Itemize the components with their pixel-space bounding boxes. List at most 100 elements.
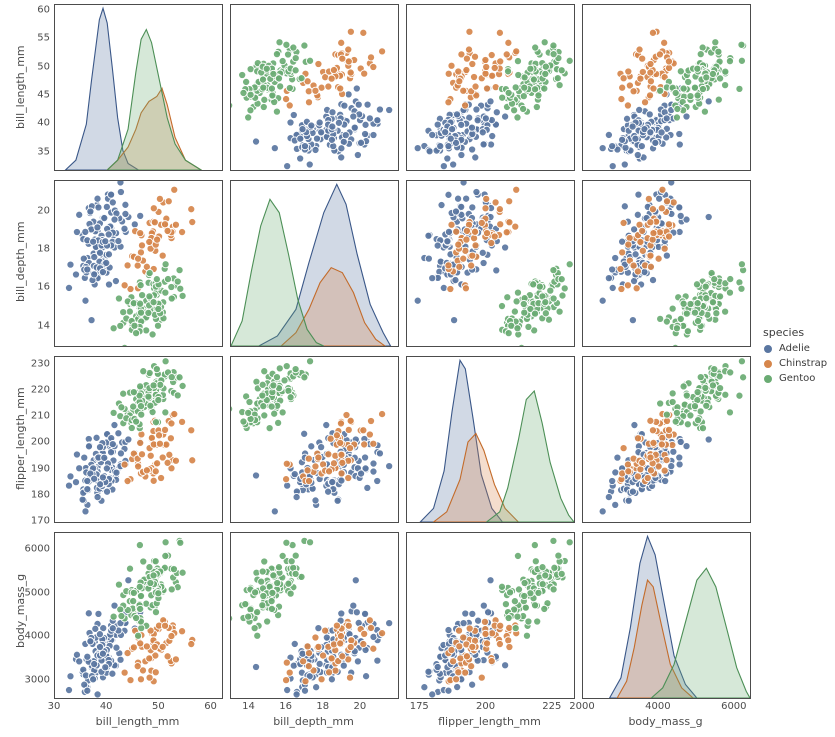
xlabel-flipper_length_mm: flipper_length_mm <box>438 715 541 728</box>
point-chinstrap <box>361 70 368 77</box>
point-adelie <box>65 686 72 693</box>
point-adelie <box>96 249 103 256</box>
point-adelie <box>647 129 654 136</box>
point-gentoo <box>717 75 724 82</box>
point-gentoo <box>566 57 573 64</box>
point-gentoo <box>738 57 745 64</box>
xtick-label: 20 <box>354 701 367 712</box>
point-gentoo <box>687 93 694 100</box>
point-chinstrap <box>492 199 499 206</box>
point-adelie <box>101 214 108 221</box>
kde-gentoo <box>107 30 201 170</box>
point-adelie <box>79 496 86 503</box>
point-gentoo <box>727 369 734 376</box>
point-gentoo <box>558 570 565 577</box>
point-gentoo <box>672 418 679 425</box>
point-chinstrap <box>659 434 666 441</box>
point-adelie <box>109 625 116 632</box>
point-adelie <box>370 460 377 467</box>
point-adelie <box>290 111 297 118</box>
point-chinstrap <box>143 467 150 474</box>
point-adelie <box>131 221 138 228</box>
point-chinstrap <box>337 640 344 647</box>
point-chinstrap <box>328 75 335 82</box>
point-adelie <box>652 139 659 146</box>
point-adelie <box>318 444 325 451</box>
point-adelie <box>95 204 102 211</box>
point-chinstrap <box>172 656 179 663</box>
point-adelie <box>434 121 441 128</box>
point-gentoo <box>259 392 266 399</box>
point-gentoo <box>703 402 710 409</box>
panel-2-2 <box>406 356 575 523</box>
point-chinstrap <box>483 63 490 70</box>
point-chinstrap <box>124 477 131 484</box>
point-chinstrap <box>167 435 174 442</box>
point-chinstrap <box>460 255 467 262</box>
point-gentoo <box>694 317 701 324</box>
point-gentoo <box>137 592 144 599</box>
point-adelie <box>350 113 357 120</box>
xlabel-bill_depth_mm: bill_depth_mm <box>273 715 354 728</box>
point-chinstrap <box>620 75 627 82</box>
point-adelie <box>646 111 653 118</box>
point-chinstrap <box>360 640 367 647</box>
point-chinstrap <box>489 72 496 79</box>
point-gentoo <box>154 322 161 329</box>
point-gentoo <box>117 606 124 613</box>
point-chinstrap <box>469 643 476 650</box>
point-gentoo <box>306 57 313 64</box>
point-adelie <box>301 143 308 150</box>
point-adelie <box>325 488 332 495</box>
point-chinstrap <box>378 410 385 417</box>
point-adelie <box>677 438 684 445</box>
point-adelie <box>634 151 641 158</box>
point-chinstrap <box>315 643 322 650</box>
point-chinstrap <box>345 426 352 433</box>
point-gentoo <box>137 309 144 316</box>
legend-swatch-icon <box>763 359 773 369</box>
point-gentoo <box>270 70 277 77</box>
point-adelie <box>73 228 80 235</box>
point-adelie <box>482 115 489 122</box>
point-gentoo <box>155 305 162 312</box>
point-gentoo <box>512 84 519 91</box>
point-chinstrap <box>304 643 311 650</box>
scatter-plot <box>583 181 750 346</box>
point-gentoo <box>680 300 687 307</box>
point-adelie <box>353 609 360 616</box>
point-adelie <box>364 484 371 491</box>
point-adelie <box>352 577 359 584</box>
point-adelie <box>676 454 683 461</box>
xtick-label: 18 <box>316 701 329 712</box>
point-adelie <box>84 266 91 273</box>
point-chinstrap <box>483 229 490 236</box>
point-chinstrap <box>489 630 496 637</box>
ytick-label: 210 <box>31 411 50 422</box>
point-adelie <box>609 284 616 291</box>
point-adelie <box>117 656 124 663</box>
point-gentoo <box>247 107 254 114</box>
point-adelie <box>460 620 467 627</box>
point-adelie <box>487 141 494 148</box>
point-chinstrap <box>649 29 656 36</box>
point-adelie <box>301 430 308 437</box>
point-gentoo <box>273 108 280 115</box>
point-chinstrap <box>370 63 377 70</box>
ytick-label: 35 <box>37 146 50 157</box>
point-chinstrap <box>188 640 195 647</box>
point-adelie <box>109 670 116 677</box>
point-gentoo <box>287 590 294 597</box>
point-gentoo <box>550 586 557 593</box>
point-adelie <box>87 208 94 215</box>
point-adelie <box>329 123 336 130</box>
point-gentoo <box>150 572 157 579</box>
ytick-label: 40 <box>37 118 50 129</box>
point-gentoo <box>709 382 716 389</box>
point-chinstrap <box>470 73 477 80</box>
point-gentoo <box>292 55 299 62</box>
point-gentoo <box>499 94 506 101</box>
point-gentoo <box>514 325 521 332</box>
point-gentoo <box>558 276 565 283</box>
point-chinstrap <box>361 441 368 448</box>
